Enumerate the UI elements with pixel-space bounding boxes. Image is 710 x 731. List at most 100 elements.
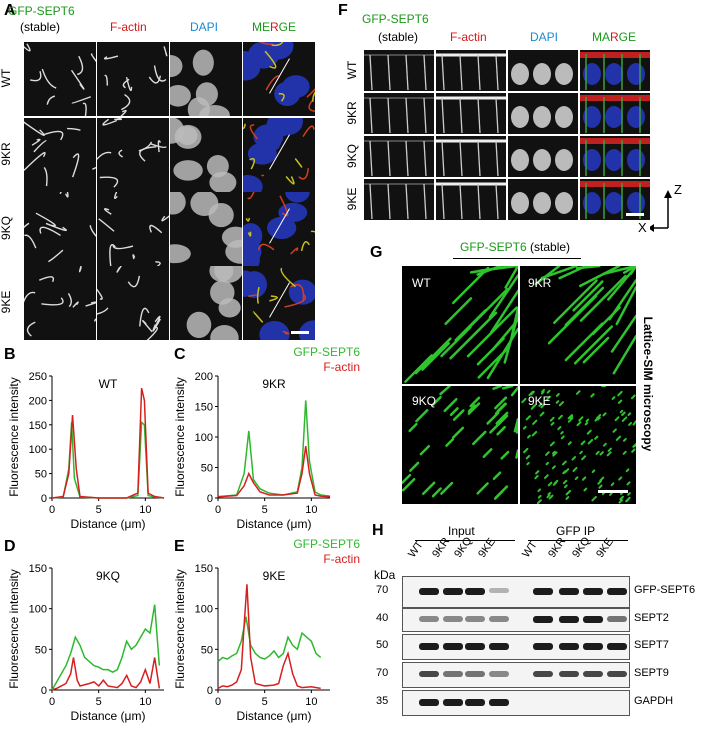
g-filament xyxy=(466,306,518,358)
panel-label-g: G xyxy=(370,244,383,261)
g-filament xyxy=(408,422,418,433)
h-band xyxy=(607,616,627,622)
y-tick-label: 100 xyxy=(195,604,213,616)
a-micrograph-9kr-dapi xyxy=(170,118,242,192)
g-filament xyxy=(597,479,603,485)
g-filament xyxy=(536,499,542,504)
h-band xyxy=(489,699,509,706)
y-axis-label: Fluorescence intensity xyxy=(7,569,21,688)
g-filament xyxy=(490,289,520,334)
g-filament xyxy=(515,449,520,459)
g-filament xyxy=(521,397,527,404)
g-filament xyxy=(414,337,452,375)
a-micrograph-9kq-factin xyxy=(97,192,169,266)
h-band xyxy=(533,616,553,623)
g-filament xyxy=(619,409,624,414)
g-filament xyxy=(562,479,568,485)
f-micrograph-9ke-dapi xyxy=(508,179,578,220)
g-filament xyxy=(443,398,458,413)
h-band xyxy=(465,588,485,595)
g-scale-bar xyxy=(598,490,628,493)
f-micrograph-wt-merge xyxy=(580,50,650,91)
g-filament xyxy=(557,414,563,420)
g-filament xyxy=(563,484,568,489)
g-filament xyxy=(467,404,477,413)
h-marker-70: 70 xyxy=(376,584,389,596)
g-filament xyxy=(522,425,527,430)
a-header-stable: (stable) xyxy=(20,20,61,34)
xz-axis-indicator: Z X xyxy=(638,182,686,236)
h-lane-label: 9KQ xyxy=(452,535,475,560)
h-marker-40: 40 xyxy=(376,612,389,624)
g-filament xyxy=(627,492,631,496)
g-side-label: Lattice-SIM microscopy xyxy=(641,316,655,452)
g-filament xyxy=(532,404,536,409)
g-filament xyxy=(594,417,599,422)
panel-label-e: E xyxy=(174,538,185,555)
g-filament xyxy=(544,474,549,479)
series-line-f-actin xyxy=(51,657,161,691)
x-tick-label: 5 xyxy=(96,696,102,708)
g-filament xyxy=(619,495,624,501)
xz-arrows-icon xyxy=(648,190,672,232)
a-micrograph-9kq-gfp xyxy=(24,192,96,266)
g-filament xyxy=(584,421,589,426)
g-filament xyxy=(569,415,574,420)
a-header-merge: MERGE xyxy=(252,20,297,34)
h-blot-sept2 xyxy=(402,608,630,632)
h-blot-label: SEPT2 xyxy=(634,612,669,624)
g-filament xyxy=(622,437,627,442)
g-filament xyxy=(591,469,596,474)
h-band xyxy=(583,643,603,650)
g-filament xyxy=(537,488,542,493)
x-tick-label: 5 xyxy=(262,504,268,516)
g-filament xyxy=(622,450,627,455)
g-filament xyxy=(610,314,636,353)
g-filament xyxy=(549,441,555,447)
g-filament xyxy=(472,430,487,446)
g-filament xyxy=(439,384,451,396)
g-tile-label-wt: WT xyxy=(412,276,431,290)
g-filament xyxy=(540,390,545,395)
legend-entry: GFP-SEPT6 xyxy=(293,537,360,551)
y-tick-label: 250 xyxy=(29,371,47,383)
y-axis-label: Fluorescence intensity xyxy=(173,569,187,688)
g-filament xyxy=(494,396,508,410)
g-filament xyxy=(476,482,489,495)
a-micrograph-9kr-merge xyxy=(243,118,315,192)
g-filament xyxy=(415,409,429,423)
g-filament xyxy=(581,455,587,461)
g-filament xyxy=(628,421,633,426)
f-micrograph-wt-dapi xyxy=(508,50,578,91)
a-micrograph-wt-factin xyxy=(97,42,169,116)
g-filament xyxy=(527,434,531,439)
series-line-gfp-sept6 xyxy=(217,616,322,663)
h-band xyxy=(489,643,509,650)
y-tick-label: 50 xyxy=(35,644,47,656)
g-filament xyxy=(602,442,607,447)
g-filament xyxy=(558,401,565,407)
series-line-gfp-sept6 xyxy=(217,400,331,498)
g-divider-h xyxy=(402,384,636,386)
g-filament xyxy=(496,425,506,436)
h-blot-gfp-sept6 xyxy=(402,576,630,608)
a-micrograph-9kq-dapi xyxy=(170,192,242,266)
a-header-gfp: GFP-SEPT6 xyxy=(8,4,75,18)
g-filament xyxy=(467,402,481,415)
g-filament xyxy=(537,494,542,499)
g-filament xyxy=(582,336,610,364)
g-filament xyxy=(478,266,518,273)
a-header-factin: F-actin xyxy=(110,20,147,34)
g-filament xyxy=(552,451,558,457)
g-filament xyxy=(587,438,594,445)
x-tick-label: 10 xyxy=(139,696,151,708)
g-filament xyxy=(540,403,546,409)
g-filament xyxy=(482,448,493,459)
h-band xyxy=(465,671,485,677)
a-header-dapi: DAPI xyxy=(190,20,219,34)
g-filament xyxy=(599,451,604,456)
axis-z-label: Z xyxy=(674,182,682,197)
h-blot-label: GAPDH xyxy=(634,695,674,707)
g-filament xyxy=(621,411,626,416)
h-blot-label: SEPT7 xyxy=(634,639,669,651)
